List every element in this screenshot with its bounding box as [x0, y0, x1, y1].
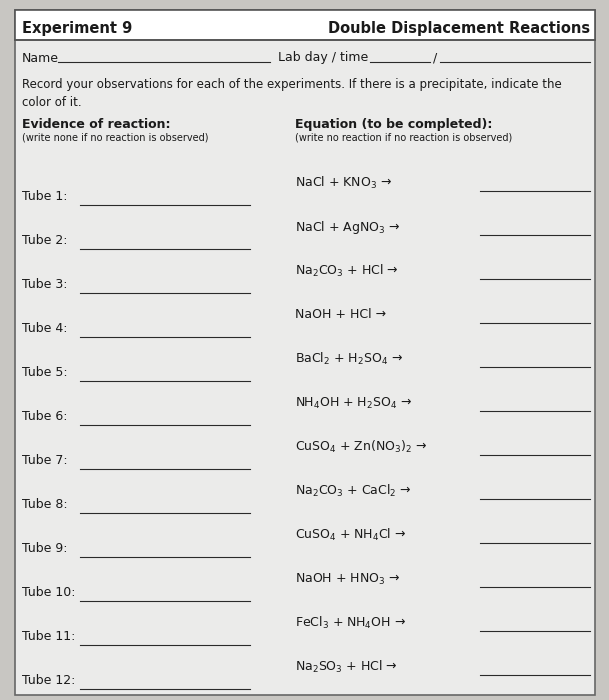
Text: Tube 4:: Tube 4: — [22, 323, 68, 335]
Text: /: / — [433, 52, 437, 64]
Text: FeCl$_3$ + NH$_4$OH →: FeCl$_3$ + NH$_4$OH → — [295, 615, 406, 631]
Text: NaOH + HCl →: NaOH + HCl → — [295, 309, 386, 321]
Text: Tube 3:: Tube 3: — [22, 279, 68, 291]
Text: NaOH + HNO$_3$ →: NaOH + HNO$_3$ → — [295, 571, 400, 587]
Text: (write none if no reaction is observed): (write none if no reaction is observed) — [22, 133, 208, 143]
Text: Record your observations for each of the experiments. If there is a precipitate,: Record your observations for each of the… — [22, 78, 561, 109]
Text: Evidence of reaction:: Evidence of reaction: — [22, 118, 171, 131]
Text: Lab day / time: Lab day / time — [278, 52, 368, 64]
Bar — [15, 10, 595, 40]
Text: Tube 1:: Tube 1: — [22, 190, 68, 204]
Text: (write no reaction if no reaction is observed): (write no reaction if no reaction is obs… — [295, 133, 512, 143]
Text: CuSO$_4$ + Zn(NO$_3$)$_2$ →: CuSO$_4$ + Zn(NO$_3$)$_2$ → — [295, 439, 428, 455]
Text: NaCl + KNO$_3$ →: NaCl + KNO$_3$ → — [295, 175, 392, 191]
Text: Na$_2$SO$_3$ + HCl →: Na$_2$SO$_3$ + HCl → — [295, 659, 398, 675]
Text: NH$_4$OH + H$_2$SO$_4$ →: NH$_4$OH + H$_2$SO$_4$ → — [295, 395, 412, 410]
Text: Tube 10:: Tube 10: — [22, 587, 76, 599]
Text: Tube 2:: Tube 2: — [22, 234, 68, 248]
Text: Na$_2$CO$_3$ + HCl →: Na$_2$CO$_3$ + HCl → — [295, 263, 398, 279]
Text: Na$_2$CO$_3$ + CaCl$_2$ →: Na$_2$CO$_3$ + CaCl$_2$ → — [295, 483, 412, 499]
Text: Tube 9:: Tube 9: — [22, 542, 68, 556]
Text: Name: Name — [22, 52, 59, 64]
Text: Tube 7:: Tube 7: — [22, 454, 68, 468]
Text: Tube 6:: Tube 6: — [22, 410, 68, 424]
Text: Tube 5:: Tube 5: — [22, 367, 68, 379]
Text: NaCl + AgNO$_3$ →: NaCl + AgNO$_3$ → — [295, 218, 400, 235]
Text: BaCl$_2$ + H$_2$SO$_4$ →: BaCl$_2$ + H$_2$SO$_4$ → — [295, 351, 403, 367]
Text: Equation (to be completed):: Equation (to be completed): — [295, 118, 492, 131]
Text: Tube 12:: Tube 12: — [22, 675, 76, 687]
Text: Tube 11:: Tube 11: — [22, 631, 76, 643]
Text: Experiment 9: Experiment 9 — [22, 20, 132, 36]
Text: Tube 8:: Tube 8: — [22, 498, 68, 512]
Text: CuSO$_4$ + NH$_4$Cl →: CuSO$_4$ + NH$_4$Cl → — [295, 527, 406, 543]
Text: Double Displacement Reactions: Double Displacement Reactions — [328, 20, 590, 36]
